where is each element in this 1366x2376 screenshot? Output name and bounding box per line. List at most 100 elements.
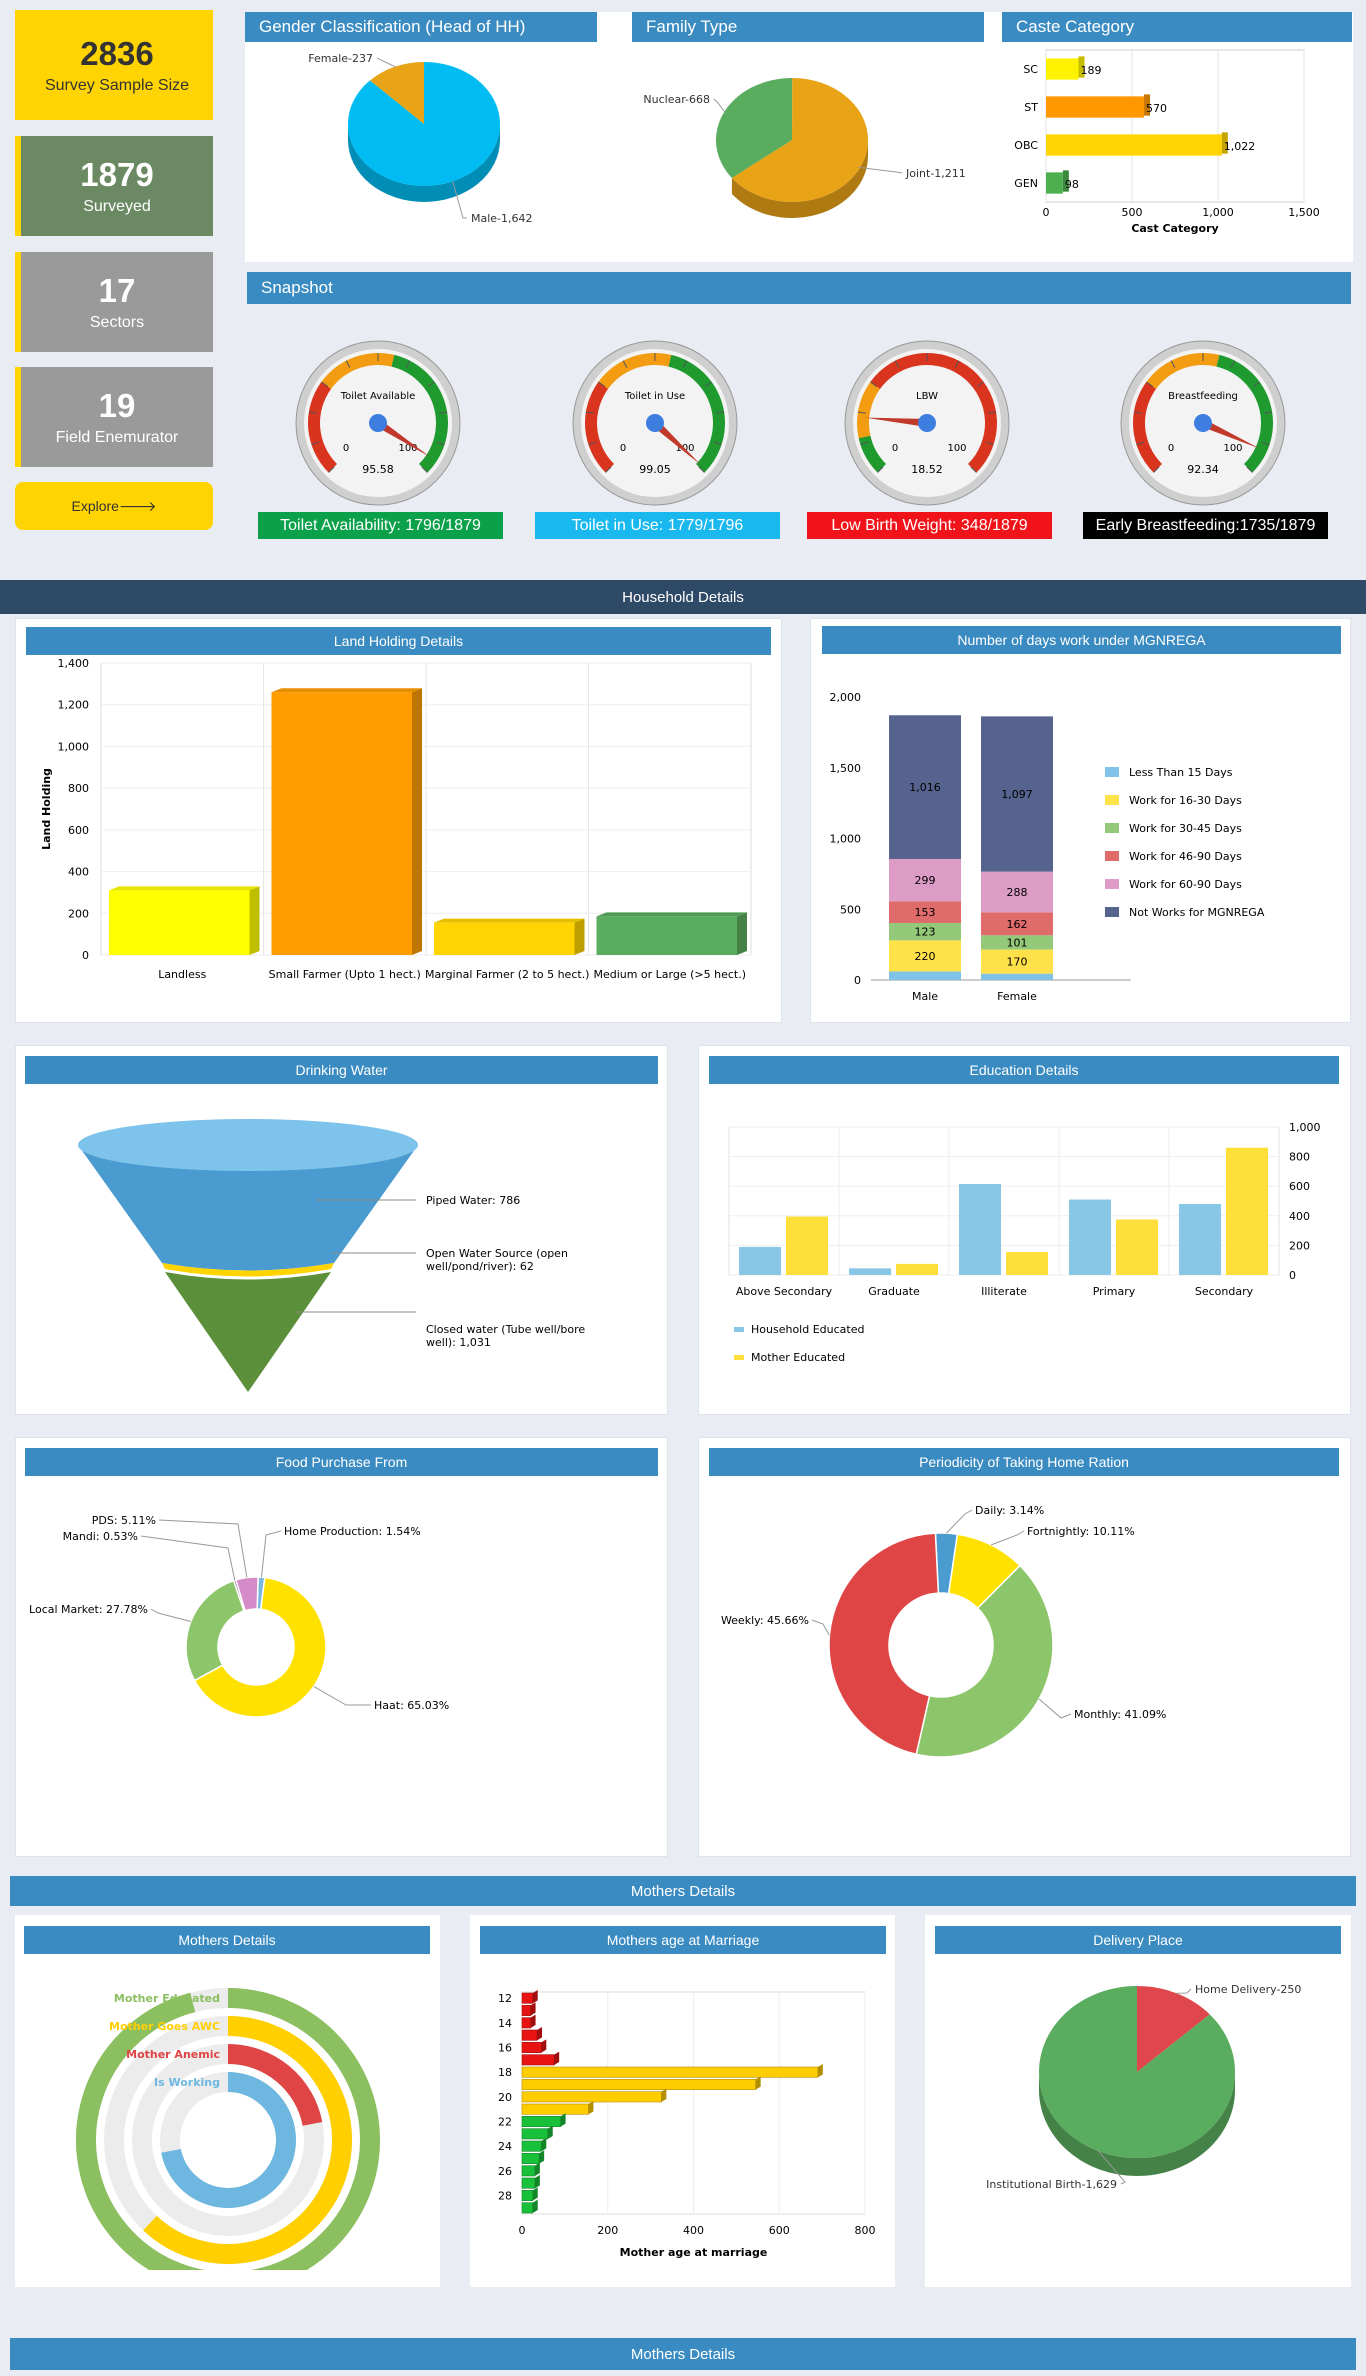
pie-label-line [713, 98, 726, 113]
radial-label: Is Working [154, 2076, 220, 2089]
y-axis-title: Land Holding [40, 768, 53, 850]
data-label: 220 [915, 950, 936, 963]
donut-label: Local Market: 27.78% [29, 1603, 148, 1616]
bar [521, 2066, 819, 2078]
gauge-tick [439, 411, 448, 414]
legend-swatch [734, 1355, 744, 1360]
bar [849, 1268, 891, 1275]
stack-segment [981, 912, 1053, 936]
gauge-max: 100 [398, 443, 417, 454]
gauge-tick [682, 360, 688, 368]
gauge-tick [988, 411, 997, 414]
gauge-tick [713, 441, 722, 446]
gauge-4: Breastfeeding 0 100 92.34 [1120, 340, 1286, 506]
pie-label: Institutional Birth-1,629 [986, 2178, 1117, 2191]
pie-slice [716, 78, 793, 178]
x-tick-label: Illiterate [981, 1285, 1027, 1298]
gauge-value: 92.34 [1187, 463, 1219, 476]
land-bar-chart: 0 200 400 600 800 1,000 1,200 1,400 Landless Smal… [40, 658, 752, 981]
mgnrega-stacked-bar-chart: 0 500 1,000 1,500 2,000 220 123 153 299 1,016 Male… [830, 691, 1265, 1003]
bar-top [596, 912, 747, 917]
y-tick-label: OBC [1014, 139, 1038, 152]
gauge-needle [652, 420, 701, 465]
x-tick-label: 0 [519, 2224, 526, 2237]
y-tick-label: 26 [498, 2165, 512, 2178]
gauge-title: LBW [916, 391, 938, 402]
stat-value: 1879 [80, 156, 154, 193]
gauge-tick [622, 360, 628, 368]
stack-segment [889, 971, 961, 980]
bar-top [434, 918, 585, 923]
bar-side [534, 2162, 540, 2176]
bar [521, 2042, 542, 2053]
gauge-tick [1136, 441, 1145, 446]
donut-label-line [811, 1619, 830, 1636]
gauge-needle [375, 419, 430, 457]
family-pie-chart: Nuclear-668 Joint-1,211 [643, 78, 966, 218]
legend-label: Less Than 15 Days [1129, 766, 1233, 779]
gauge-tick [716, 411, 725, 414]
donut-label-line [1038, 1698, 1072, 1719]
gauge-tick [704, 381, 712, 387]
gauge-tick [585, 411, 594, 414]
stack-segment [889, 715, 961, 860]
gauge-band [1133, 381, 1162, 473]
bar-side [412, 688, 422, 955]
gauge-tick [421, 466, 428, 473]
y-tick-label: ST [1024, 101, 1038, 114]
panel-header-land: Land Holding Details [26, 627, 771, 655]
donut-label: PDS: 5.11% [92, 1514, 156, 1527]
x-tick-label: Graduate [868, 1285, 920, 1298]
bar [1116, 1219, 1158, 1275]
mothers-radial-chart: Mother Educated Mother Goes AWC Mother Ane… [76, 1988, 380, 2270]
gauge-band [857, 381, 881, 439]
y-tick-label: GEN [1014, 177, 1038, 190]
donut-label: Weekly: 45.66% [721, 1614, 809, 1627]
gauge-band [668, 354, 725, 473]
pie-label: Joint-1,211 [905, 167, 966, 180]
bar [1046, 58, 1079, 80]
bar-side [539, 2150, 545, 2164]
gauge-2: Toilet in Use010099.05 [572, 340, 738, 506]
food-card [15, 1437, 668, 1857]
y-tick-label: 800 [68, 782, 89, 795]
data-label: 153 [915, 906, 936, 919]
bar-side [547, 2125, 553, 2139]
legend-label: Work for 46-90 Days [1129, 850, 1242, 863]
gauge-title: Toilet in Use [624, 391, 685, 402]
data-label: 1,016 [909, 781, 941, 794]
funnel-label-line: Closed water (Tube well/bore [426, 1323, 585, 1336]
gauge-band [585, 381, 614, 473]
gauge-band [391, 354, 448, 473]
donut-label-line [991, 1530, 1025, 1546]
data-label: 162 [1007, 918, 1028, 931]
funnel-section [162, 1263, 334, 1277]
donut-label: Haat: 65.03% [374, 1699, 449, 1712]
y-tick-label: 2,000 [830, 691, 862, 704]
gauge-band [308, 381, 337, 473]
gauge-tick [1252, 381, 1260, 387]
y-tick-label: 0 [1289, 1269, 1296, 1282]
explore-button[interactable]: Explore🡒 [15, 482, 213, 530]
gauge-tick [328, 466, 335, 473]
gauge-tick [985, 441, 994, 446]
gauge-title: Toilet Available [340, 391, 416, 402]
food-donut-chart: Home Production: 1.54% Haat: 65.03% Local … [29, 1514, 449, 1718]
gauge-max: 100 [1223, 443, 1242, 454]
stat-value: 2836 [80, 35, 154, 72]
bar [521, 2005, 531, 2016]
donut-hole [224, 1615, 288, 1679]
legend-swatch [1105, 823, 1119, 833]
legend-swatch [734, 1327, 744, 1332]
gauge-3: LBW 0 100 18.52 [844, 340, 1010, 506]
x-tick-label: Female [997, 990, 1037, 1003]
gauge-min: 0 [892, 443, 898, 454]
gauge-band [858, 435, 886, 473]
gauge-min: 0 [620, 443, 626, 454]
x-tick-label: Small Farmer (Upto 1 hect.) [269, 968, 421, 981]
gauge-tick [311, 441, 320, 446]
bar [959, 1183, 1001, 1275]
bar-side [537, 2027, 543, 2041]
legend-label: Mother Educated [751, 1351, 845, 1364]
bar-side [249, 886, 260, 955]
